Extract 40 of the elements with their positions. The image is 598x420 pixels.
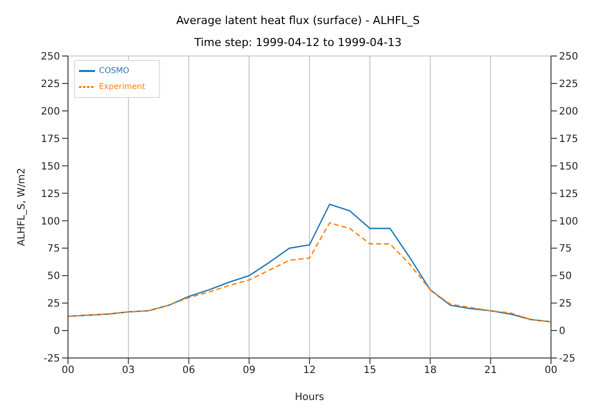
y2-tick-label: 200 (559, 106, 578, 118)
y-tick-label: 150 (40, 161, 60, 172)
chart-subtitle: Time step: 1999-04-12 to 1999-04-13 (193, 36, 403, 49)
y2-tick-label: 175 (559, 134, 578, 145)
legend-label: Experiment (99, 82, 146, 92)
y-tick-label: 125 (40, 188, 60, 200)
x-tick-label: 09 (242, 365, 256, 376)
x-axis-title: Hours (294, 392, 324, 403)
y-tick-label: 225 (40, 79, 60, 90)
x-tick-label: 03 (122, 365, 135, 376)
y2-tick-label: 150 (559, 161, 578, 172)
y2-tick-label: 125 (559, 188, 578, 200)
y-tick-label: 25 (47, 298, 60, 310)
y-tick-label: 250 (40, 52, 60, 63)
y2-tick-label: 250 (559, 52, 578, 63)
y2-tick-label: 50 (559, 271, 572, 282)
y-tick-label: 75 (47, 244, 60, 255)
x-tick-label: 15 (364, 365, 376, 376)
y-tick-label: 200 (40, 106, 60, 118)
x-tick-label: 00 (544, 365, 558, 376)
y-tick-label: 0 (54, 326, 60, 338)
x-tick-label: 12 (303, 365, 316, 376)
y2-tick-label: 75 (559, 244, 572, 255)
y2-tick-label: 225 (559, 79, 578, 90)
y-axis-title: ALHFL_S, W/m2 (16, 168, 28, 246)
y2-tick-label: 25 (559, 298, 572, 310)
line-series (68, 222, 551, 322)
y2-tick-label: 0 (559, 326, 566, 338)
chart-title: Average latent heat flux (surface) - ALHFL_S (175, 14, 421, 27)
x-tick-label: 00 (62, 365, 74, 376)
y-tick-label: 175 (40, 134, 60, 145)
y-tick-label: 100 (40, 216, 60, 228)
legend-label: COSMO (99, 66, 130, 76)
y-tick-label: -25 (44, 354, 60, 365)
y2-tick-label: 100 (559, 216, 578, 228)
x-tick-label: 18 (424, 365, 437, 376)
x-tick-label: 06 (182, 365, 196, 376)
y-tick-label: 50 (47, 271, 60, 282)
y2-tick-label: -25 (559, 354, 576, 365)
x-tick-label: 21 (484, 365, 497, 376)
